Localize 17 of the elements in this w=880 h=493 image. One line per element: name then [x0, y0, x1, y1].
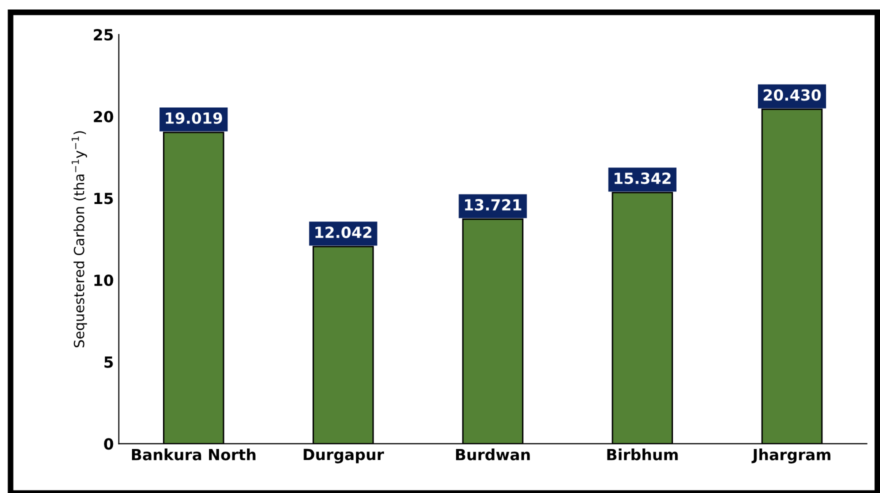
x-tick-label: Jhargram [752, 448, 830, 464]
x-tick-label: Burdwan [456, 448, 530, 460]
data-label: 15.342 [614, 172, 671, 184]
y-tick-label: 25 [94, 28, 113, 41]
data-label: 13.721 [465, 199, 522, 211]
x-tick-label: Bankura North [132, 448, 256, 460]
y-tick-label: 20 [94, 110, 114, 122]
data-label: 19.019 [166, 112, 222, 124]
y-tick-label: 15 [94, 192, 113, 204]
data-label: 12.042 [315, 226, 372, 238]
x-tick-label: Durgapur [304, 448, 384, 464]
y-tick-label: 5 [104, 356, 113, 368]
y-tick-label: 10 [94, 274, 114, 286]
x-tick-label: Birbhum [607, 448, 678, 460]
data-label: 20.430 [764, 89, 821, 101]
y-tick-label: 0 [104, 438, 114, 450]
y-axis-title: Sequestered Carbon (tha$^{−1}$y$^{−1}$) [72, 131, 87, 348]
